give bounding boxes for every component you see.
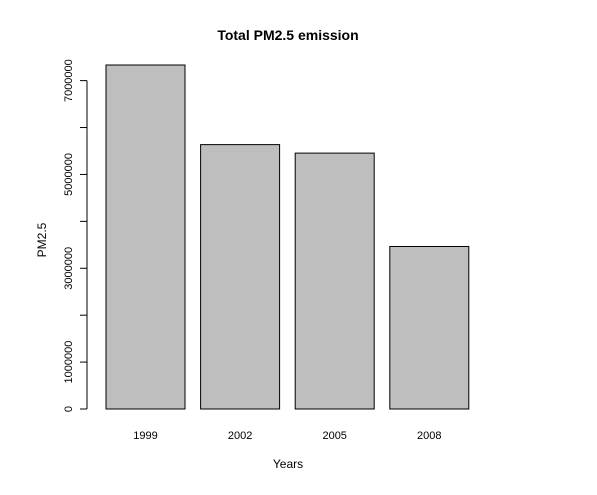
bar-1999 xyxy=(105,64,186,410)
bar-2005 xyxy=(294,152,375,410)
bar-2002 xyxy=(200,144,281,410)
x-tick-label: 1999 xyxy=(133,430,157,442)
y-tick-label: 3000000 xyxy=(63,247,75,290)
x-axis-label: Years xyxy=(273,457,303,471)
y-axis-label: PM2.5 xyxy=(35,222,49,257)
x-tick-labels: 1999 2002 2005 2008 xyxy=(133,430,441,442)
y-tick-label: 0 xyxy=(63,406,75,412)
x-tick-label: 2002 xyxy=(228,430,252,442)
bar-2008 xyxy=(389,245,470,410)
bars xyxy=(105,64,470,410)
x-tick-label: 2008 xyxy=(417,430,441,442)
y-tick-label: 7000000 xyxy=(63,59,75,102)
x-tick-label: 2005 xyxy=(322,430,346,442)
y-tick-label: 1000000 xyxy=(63,341,75,384)
y-tick-label: 5000000 xyxy=(63,153,75,196)
y-axis: 0 1000000 3000000 5000000 7000000 xyxy=(63,59,88,412)
chart-title: Total PM2.5 emission xyxy=(217,27,358,43)
